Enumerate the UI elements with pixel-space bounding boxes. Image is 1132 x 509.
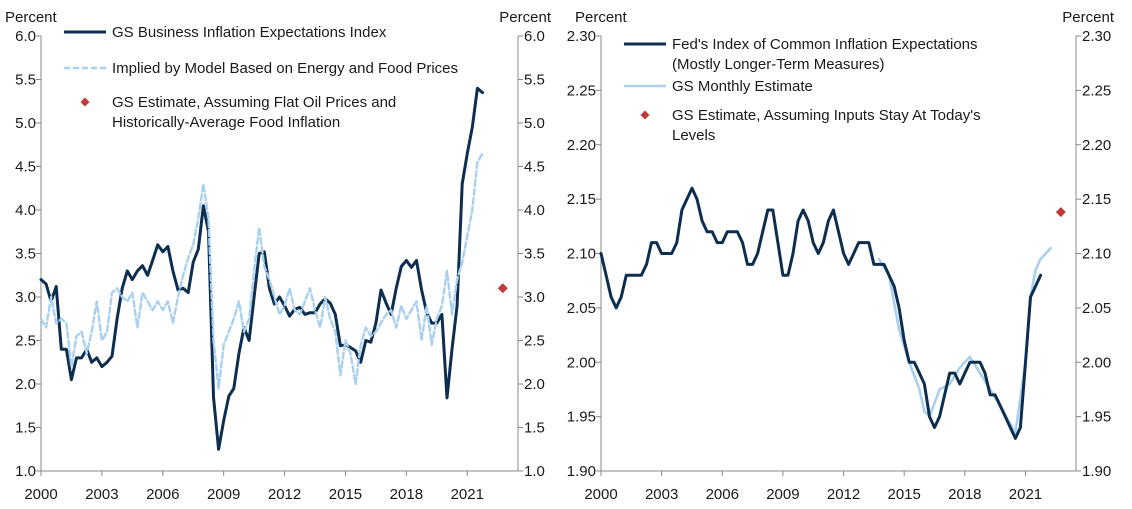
left-chart-panel: Percent Percent 1.0 1.0 1.5 1.5 2.0 2.0 2.5 2.5 3.… — [5, 9, 552, 503]
x-tick-label: 2009 — [766, 486, 799, 503]
y-tick-label-right: 2.15 — [1082, 191, 1111, 208]
y-tick-label-right: 4.5 — [524, 159, 545, 176]
y-tick-label-right: 3.0 — [524, 289, 545, 306]
y-tick-label-right: 1.0 — [524, 463, 545, 480]
legend-label-line: GS Estimate, Assuming Flat Oil Prices an… — [112, 94, 396, 111]
y-tick-label-right: 5.5 — [524, 72, 545, 89]
series-line-0 — [877, 246, 1052, 435]
y-tick-label-left: 5.5 — [15, 72, 36, 89]
x-tick-label: 2018 — [948, 486, 981, 503]
y-tick-label-right: 1.90 — [1082, 463, 1111, 480]
x-tick-label: 2003 — [85, 486, 118, 503]
y-tick-label-left: 1.5 — [15, 420, 36, 437]
legend-label-line: Historically-Average Food Inflation — [112, 114, 340, 131]
y-tick-label-left: 1.90 — [567, 463, 596, 480]
y-tick-label-left: 3.0 — [15, 289, 36, 306]
legend-swatch-diamond — [640, 110, 650, 120]
y-tick-label-right: 1.95 — [1082, 409, 1111, 426]
y-tick-label-left: 2.5 — [15, 333, 36, 350]
y-tick-label-left: 4.5 — [15, 159, 36, 176]
y-tick-label-right: 4.0 — [524, 202, 545, 219]
legend-label-line: Fed's Index of Common Inflation Expectat… — [672, 36, 978, 53]
y-tick-label-left: 2.30 — [567, 28, 596, 45]
y-tick-label-left: 2.15 — [567, 191, 596, 208]
y-tick-label-left: 6.0 — [15, 28, 36, 45]
legend-label-line: GS Estimate, Assuming Inputs Stay At Tod… — [672, 107, 981, 124]
chart-legend: GS Business Inflation Expectations Index… — [64, 24, 458, 131]
x-tick-label: 2006 — [146, 486, 179, 503]
y-tick-label-right: 6.0 — [524, 28, 545, 45]
y-tick-label-right: 2.00 — [1082, 354, 1111, 371]
y-tick-label-left: 2.00 — [567, 354, 596, 371]
x-tick-label: 2000 — [24, 486, 57, 503]
x-tick-label: 2012 — [268, 486, 301, 503]
y-axis-label-left: Percent — [5, 9, 58, 26]
y-tick-label-right: 2.20 — [1082, 137, 1111, 154]
series-line-0 — [39, 86, 484, 451]
x-tick-label: 2021 — [1009, 486, 1042, 503]
y-tick-label-right: 1.5 — [524, 420, 545, 437]
series-line-1 — [39, 152, 484, 390]
x-tick-label: 2006 — [706, 486, 739, 503]
y-tick-label-left: 2.20 — [567, 137, 596, 154]
y-tick-label-right: 2.25 — [1082, 82, 1111, 99]
x-tick-label: 2003 — [645, 486, 678, 503]
x-tick-label: 2015 — [329, 486, 362, 503]
x-tick-label: 2021 — [451, 486, 484, 503]
y-tick-label-right: 2.5 — [524, 333, 545, 350]
x-tick-label: 2015 — [888, 486, 921, 503]
y-axis-label-right: Percent — [1062, 9, 1115, 26]
y-tick-label-left: 2.0 — [15, 376, 36, 393]
y-tick-label-right: 2.10 — [1082, 246, 1111, 263]
y-tick-label-right: 2.05 — [1082, 300, 1111, 317]
y-tick-label-left: 3.5 — [15, 246, 36, 263]
y-tick-label-left: 4.0 — [15, 202, 36, 219]
x-tick-label: 2012 — [827, 486, 860, 503]
legend-swatch-diamond — [80, 97, 90, 107]
x-tick-label: 2018 — [390, 486, 423, 503]
legend-label-line: Levels — [672, 127, 715, 144]
series-line-1 — [599, 186, 1043, 440]
legend-diamond — [640, 110, 650, 120]
y-tick-label-right: 2.0 — [524, 376, 545, 393]
y-tick-label-left: 1.0 — [15, 463, 36, 480]
x-tick-label: 2000 — [584, 486, 617, 503]
x-tick-label: 2009 — [207, 486, 240, 503]
y-tick-label-right: 3.5 — [524, 246, 545, 263]
y-tick-label-left: 2.25 — [567, 82, 596, 99]
legend-label: Implied by Model Based on Energy and Foo… — [112, 60, 458, 77]
legend-diamond — [80, 97, 90, 107]
y-axis-label-left: Percent — [575, 9, 628, 26]
y-tick-label-left: 2.10 — [567, 246, 596, 263]
estimate-diamond-marker — [1055, 207, 1066, 218]
y-tick-label-right: 5.0 — [524, 115, 545, 132]
y-tick-label-left: 5.0 — [15, 115, 36, 132]
legend-label-line: (Mostly Longer-Term Measures) — [672, 56, 885, 73]
estimate-diamond-marker — [497, 283, 508, 294]
chart-legend: Fed's Index of Common Inflation Expectat… — [624, 36, 981, 144]
y-axis-label-right: Percent — [499, 9, 552, 26]
y-tick-label-left: 1.95 — [567, 409, 596, 426]
right-chart-panel: Percent Percent 1.90 1.90 1.95 1.95 2.00 2.00 2.… — [567, 9, 1115, 503]
legend-label: GS Business Inflation Expectations Index — [112, 24, 387, 41]
y-tick-label-right: 2.30 — [1082, 28, 1111, 45]
legend-label: GS Monthly Estimate — [672, 78, 813, 95]
y-tick-label-left: 2.05 — [567, 300, 596, 317]
